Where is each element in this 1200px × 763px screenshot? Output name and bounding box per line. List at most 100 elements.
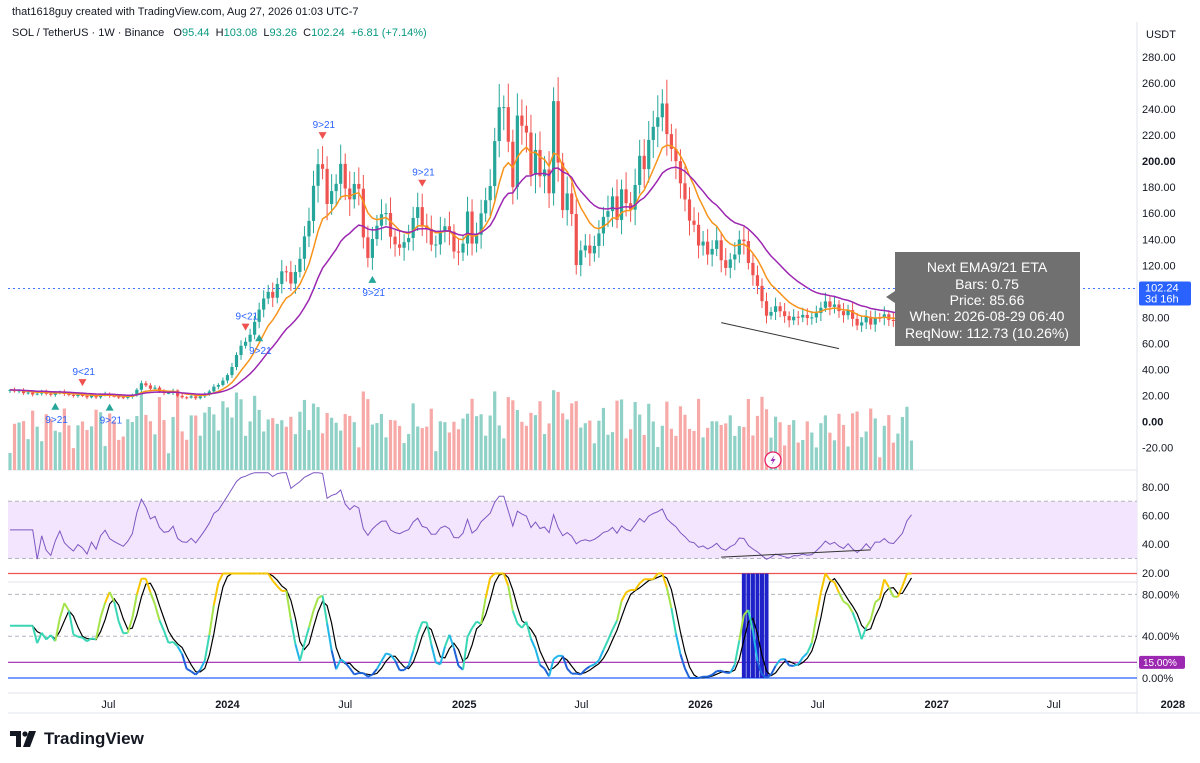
stoch-level-value: 15.00% <box>1143 658 1177 669</box>
stoch-highlight-bar <box>764 573 769 678</box>
candle-body <box>198 396 202 399</box>
symbol-name[interactable]: SOL / TetherUS · 1W · Binance <box>12 27 165 39</box>
volume-bar <box>76 425 80 470</box>
volume-bar <box>243 435 248 470</box>
alert-icon[interactable] <box>764 451 782 469</box>
volume-bar <box>334 422 338 470</box>
stoch-k-segment <box>797 656 804 665</box>
volume-bar <box>819 423 823 470</box>
close-value: 102.24 <box>311 27 345 39</box>
price-tick-label: 40.00 <box>1142 364 1170 376</box>
candle-body <box>212 386 216 392</box>
volume-bar <box>474 416 479 470</box>
volume-bar <box>212 414 216 470</box>
candle-body <box>769 311 773 316</box>
candle-body <box>456 251 461 253</box>
stoch-k-segment <box>670 607 677 634</box>
volume-bar <box>692 430 696 470</box>
candle-body <box>35 393 39 395</box>
price-pane[interactable]: 9<21 9>21 9>21 9<21 9>21 9>21 9>21 9>21 <box>8 22 1200 714</box>
tradingview-brand[interactable]: TradingView <box>10 729 144 749</box>
candle-body <box>828 301 832 307</box>
volume-bar <box>239 399 243 470</box>
signal-label: 9>21 <box>313 120 336 131</box>
candle-body <box>687 199 692 221</box>
volume-bar <box>556 391 560 470</box>
stoch-k-segment <box>176 645 183 655</box>
rsi-axis[interactable]: 80.00 60.00 40.00 20.00 <box>1142 482 1170 580</box>
change-value: +6.81 (+7.14%) <box>350 27 427 39</box>
candle-body <box>733 254 737 260</box>
candle-body <box>669 134 673 149</box>
candle-body <box>715 240 719 249</box>
stoch-tick-label: 80.00% <box>1142 589 1180 601</box>
stoch-k-segment <box>91 637 97 641</box>
candle-body <box>841 311 846 316</box>
last-price-badge-bg <box>1139 281 1191 306</box>
volume-bar <box>493 391 497 470</box>
candle-body <box>402 242 406 248</box>
time-axis[interactable]: Jul 2024 Jul 2025 Jul 2026 Jul 2027 Jul 2028 <box>101 699 1185 711</box>
volume-bar <box>144 414 148 470</box>
stoch-k-segment <box>362 672 369 678</box>
volume-bar <box>40 441 44 470</box>
volume-bar <box>94 409 98 470</box>
volume-bar <box>117 439 121 470</box>
volume-bar <box>515 410 519 470</box>
candle-body <box>660 103 664 118</box>
volume-bar <box>882 425 886 470</box>
volume-bar <box>610 432 615 470</box>
candle-body <box>343 163 347 189</box>
price-trendline <box>721 322 840 350</box>
volume-bar <box>841 424 846 470</box>
price-tick-label: 180.00 <box>1142 182 1176 194</box>
volume-bar <box>397 425 402 470</box>
volume-bar <box>651 421 655 470</box>
volume-bar <box>461 418 465 470</box>
rsi-pane[interactable] <box>8 472 1137 560</box>
candle-body <box>76 394 80 396</box>
symbol-legend[interactable]: SOL / TetherUS · 1W · Binance O95.44 H10… <box>12 27 427 39</box>
volume-bar <box>887 415 891 470</box>
ema21-line <box>9 166 912 396</box>
signal-label: 9>21 <box>412 168 435 179</box>
stoch-k-segment <box>135 578 143 595</box>
candle-body <box>624 189 628 204</box>
candle-body <box>465 211 470 244</box>
volume-bar <box>130 422 134 470</box>
volume-bar <box>665 401 669 470</box>
price-axis[interactable]: 280.00 260.00 240.00 220.00 200.00 180.00 160.… <box>1142 52 1176 455</box>
candle-body <box>592 245 596 254</box>
candle-body <box>416 207 420 218</box>
candle-body <box>846 310 850 316</box>
stoch-axis[interactable]: 80.00% 40.00% 0.00% <box>1142 589 1180 685</box>
candle-body <box>411 217 415 238</box>
volume-bar <box>438 421 442 470</box>
volume-bar <box>855 411 859 470</box>
stoch-k-segment <box>186 668 192 673</box>
volume-bar <box>416 426 420 470</box>
candle-body <box>647 139 651 170</box>
stoch-k-segment <box>856 623 863 640</box>
stoch-k-segment <box>810 616 818 644</box>
stoch-k-segment <box>149 592 156 605</box>
stoch-k-segment <box>783 658 790 667</box>
eta-tooltip-reqnow: ReqNow: 112.73 (10.26%) <box>905 325 1069 341</box>
volume-bar <box>674 435 678 470</box>
candle-body <box>520 115 524 126</box>
stoch-rsi-pane[interactable] <box>8 572 1137 679</box>
volume-bar <box>302 399 307 470</box>
candle-body <box>570 193 574 215</box>
volume-bar <box>393 420 397 470</box>
volume-bar <box>194 415 198 470</box>
volume-bar <box>506 397 510 470</box>
volume-bar <box>624 438 628 470</box>
stoch-k-segment <box>380 652 387 662</box>
candle-body <box>334 183 338 192</box>
price-tick-label: 220.00 <box>1142 130 1176 142</box>
stoch-k-segment <box>131 594 138 619</box>
price-tick-label: 240.00 <box>1142 104 1176 116</box>
candle-body <box>606 211 610 217</box>
signal-label: 9>21 <box>45 415 68 426</box>
